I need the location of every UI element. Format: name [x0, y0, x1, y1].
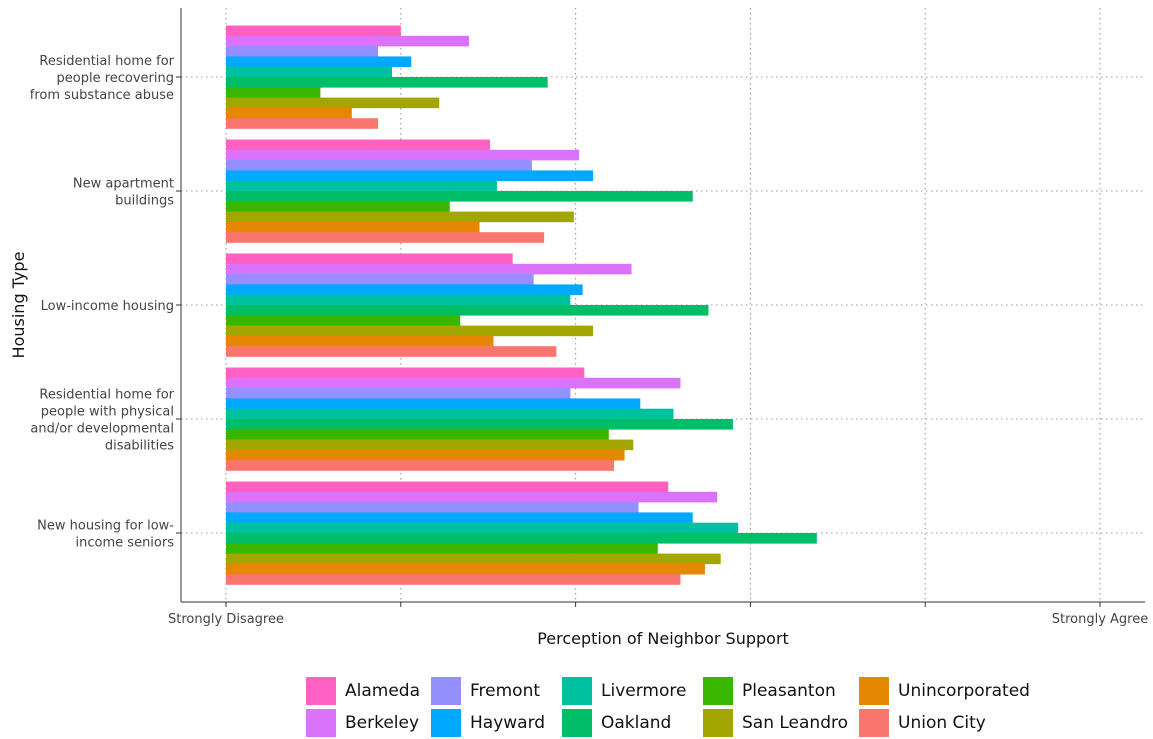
bar	[226, 408, 674, 420]
bar	[226, 211, 574, 223]
bar	[226, 66, 393, 78]
bar	[226, 367, 585, 379]
bar	[226, 429, 609, 440]
bar	[226, 481, 669, 493]
bar	[226, 522, 739, 534]
legend-item: Pleasanton	[703, 677, 859, 705]
bar	[226, 512, 693, 523]
bar	[226, 294, 571, 306]
bar	[226, 419, 733, 430]
legend-label: Fremont	[470, 681, 541, 701]
tick-labels: Strongly Disagree Strongly Agree Residenti…	[30, 54, 1148, 627]
legend-label: Berkeley	[345, 713, 420, 733]
bar	[226, 77, 548, 88]
legend-label: Oakland	[601, 713, 672, 733]
bar	[226, 274, 534, 285]
bar	[226, 191, 693, 202]
bar	[226, 180, 497, 192]
legend-swatch	[703, 677, 733, 705]
legend-item: Berkeley	[306, 709, 431, 737]
bar	[226, 398, 641, 409]
legend-label: Alameda	[345, 681, 420, 701]
legend-item: Livermore	[562, 677, 703, 705]
legend-swatch	[431, 677, 461, 705]
legend-swatch	[859, 709, 889, 737]
bar	[226, 284, 583, 295]
bar	[226, 149, 580, 161]
bar	[226, 377, 681, 389]
legend-swatch	[562, 709, 592, 737]
bar	[226, 315, 461, 326]
bar	[226, 87, 321, 98]
legend-swatch	[306, 677, 336, 705]
legend-label: Hayward	[470, 713, 546, 733]
legend-item: Oakland	[562, 709, 703, 737]
bar	[226, 533, 817, 544]
legend-swatch	[562, 677, 592, 705]
bar	[226, 160, 532, 171]
legend-item: Union City	[859, 709, 1049, 737]
bar	[226, 97, 440, 109]
ticks	[176, 76, 1101, 607]
legend-label: Unincorporated	[898, 681, 1030, 701]
bar	[226, 46, 379, 57]
bar	[226, 491, 718, 503]
legend-label: Livermore	[601, 681, 687, 701]
legend-item: Fremont	[431, 677, 562, 705]
bar	[226, 139, 490, 151]
bar	[226, 305, 709, 316]
bar	[226, 460, 615, 471]
bar	[226, 170, 594, 181]
bar	[226, 201, 450, 212]
bar	[226, 553, 721, 565]
bar	[226, 56, 412, 67]
bar	[226, 35, 469, 47]
bar	[226, 574, 681, 585]
x-axis-title: Perception of Neighbor Support	[537, 629, 789, 648]
bar	[226, 543, 658, 554]
legend-swatch	[306, 709, 336, 737]
bar	[226, 335, 494, 347]
legend-item: Hayward	[431, 709, 562, 737]
category-label: Residential home for people recovering fro…	[30, 54, 175, 103]
bar	[226, 325, 594, 337]
legend: Alameda Fremont Livermore Pleasanton Unincor…	[306, 677, 1046, 737]
bar	[226, 25, 401, 37]
y-axis-title: Housing Type	[9, 252, 28, 359]
x-tick-label: Strongly Disagree	[168, 612, 284, 627]
bar	[226, 118, 379, 129]
legend-item: Alameda	[306, 677, 431, 705]
legend-swatch	[431, 709, 461, 737]
category-label: New apartment buildings	[73, 177, 174, 209]
bar	[226, 502, 639, 513]
legend-swatch	[859, 677, 889, 705]
legend-label: Pleasanton	[742, 681, 836, 701]
bar	[226, 388, 571, 399]
legend-item: Unincorporated	[859, 677, 1049, 705]
bars	[226, 25, 817, 585]
bar	[226, 232, 545, 243]
legend-label: Union City	[898, 713, 986, 733]
category-label: Low-income housing	[41, 299, 174, 314]
bar	[226, 107, 352, 119]
bar	[226, 346, 557, 357]
legend-label: San Leandro	[742, 713, 849, 733]
x-tick-label: Strongly Agree	[1052, 612, 1149, 627]
bar	[226, 221, 480, 233]
bar	[226, 253, 513, 265]
bar	[226, 263, 632, 275]
legend-item: San Leandro	[703, 709, 859, 737]
legend-swatch	[703, 709, 733, 737]
category-label: Residential home for people with physical…	[30, 388, 174, 454]
category-label: New housing for low-income seniors	[37, 519, 174, 551]
bar	[226, 449, 625, 461]
bar	[226, 439, 634, 451]
bar	[226, 563, 705, 575]
